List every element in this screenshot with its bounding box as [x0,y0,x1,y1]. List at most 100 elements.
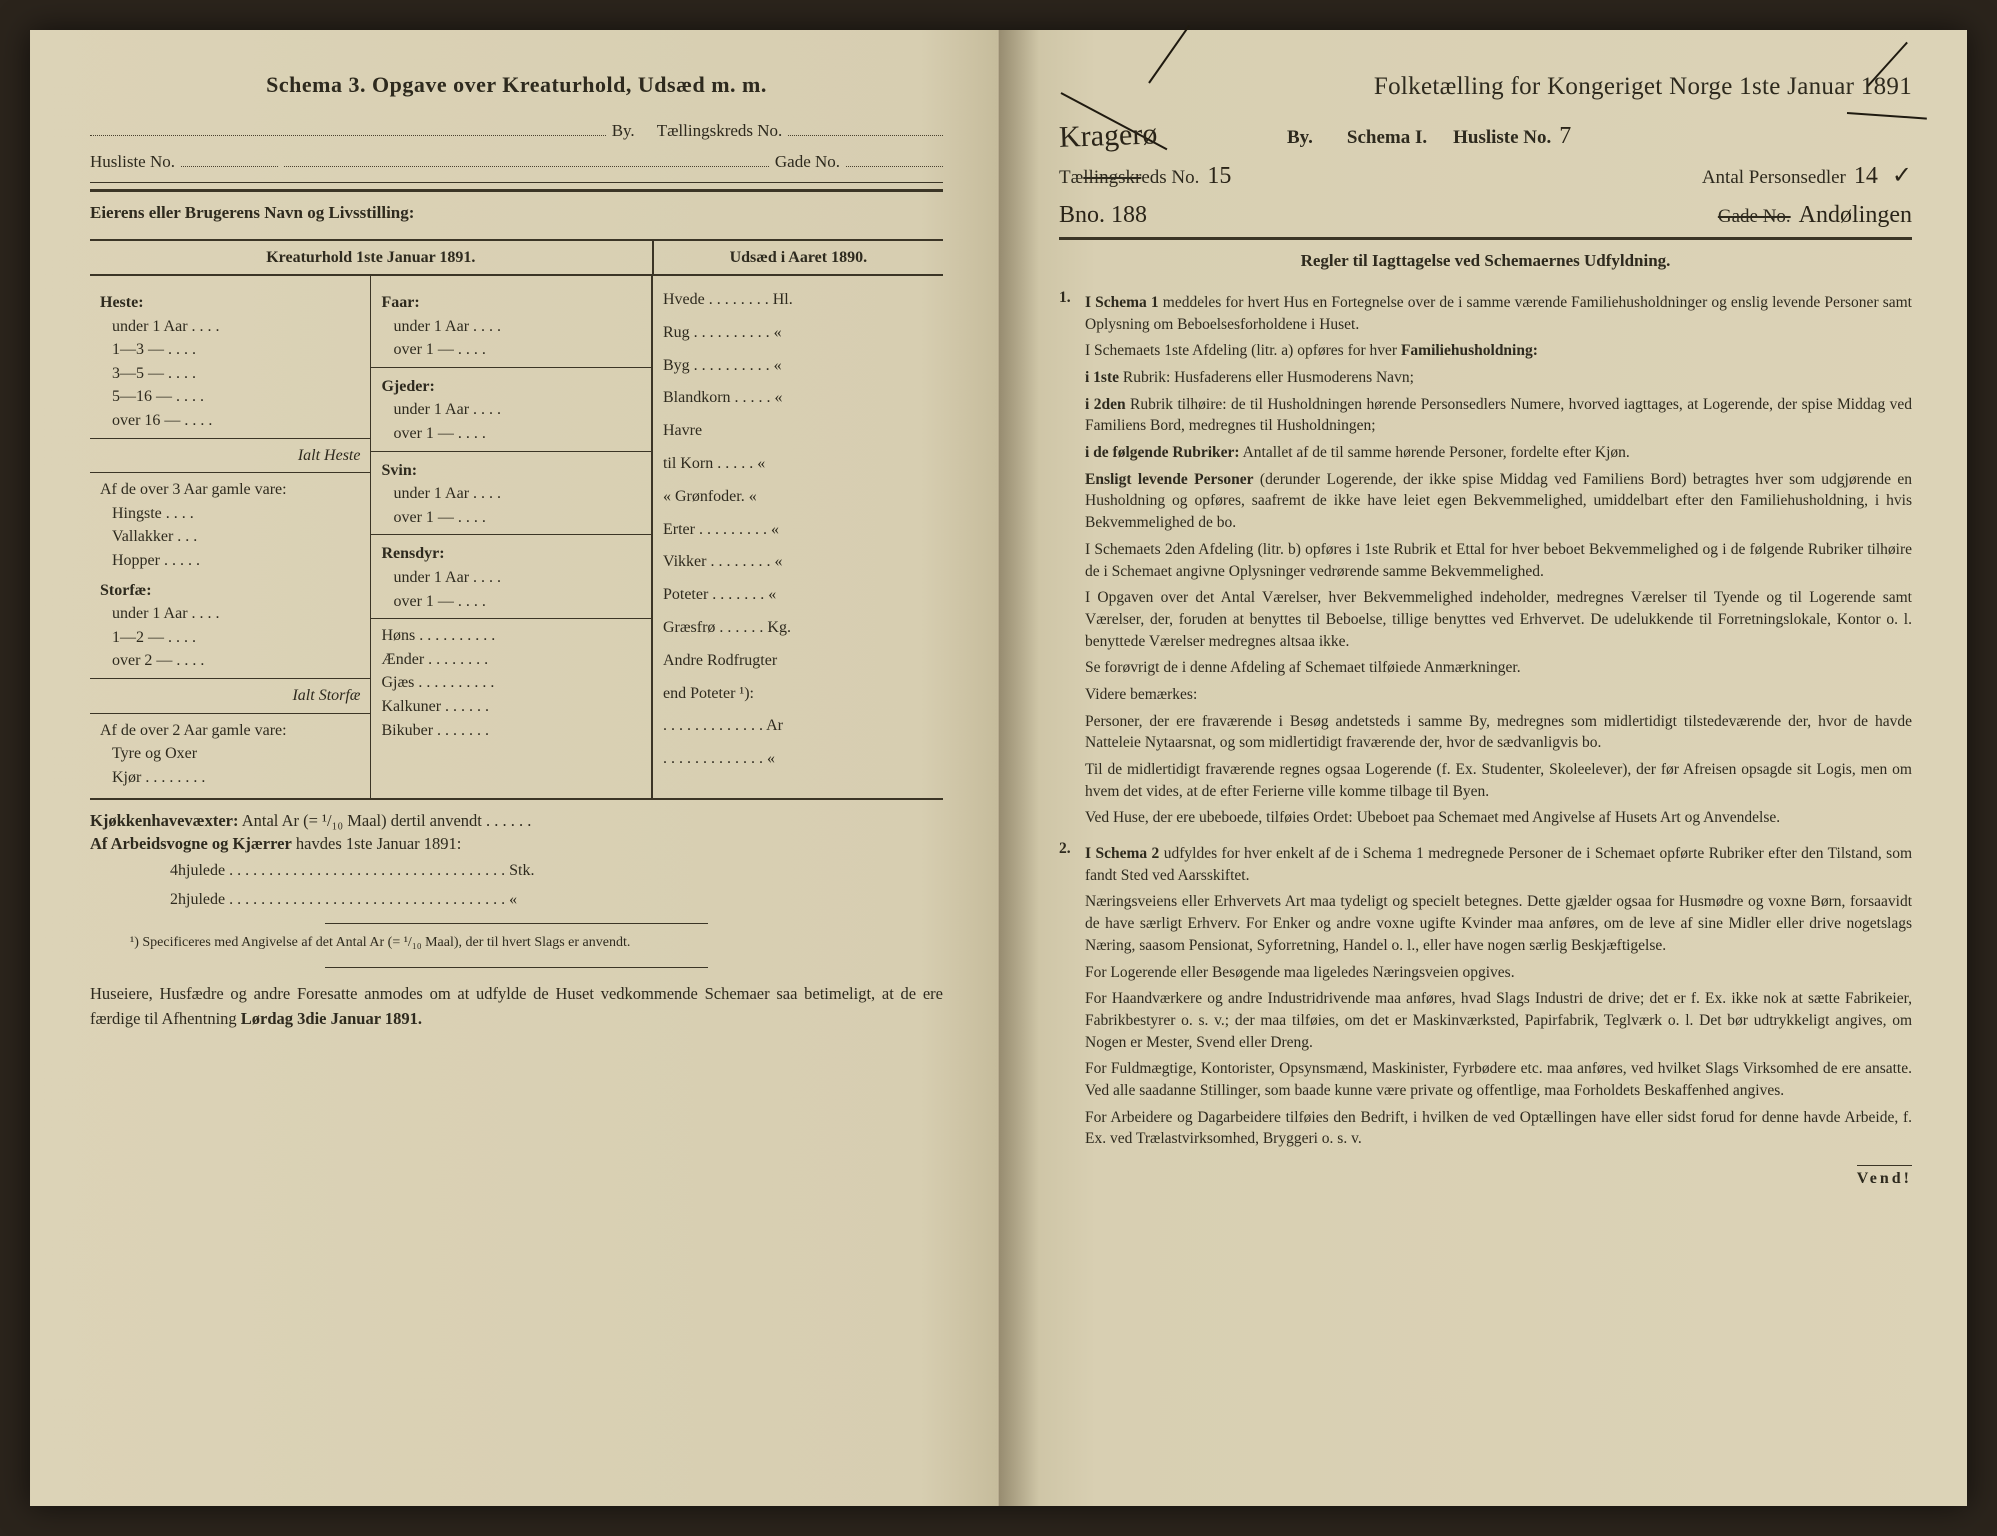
seed-row: Erter . . . . . . . . . « [663,514,933,547]
seed-row: Andre Rodfrugter [663,645,933,678]
list-item: 3—5 — . . . . [112,363,360,385]
list-item: Hingste . . . . [112,503,360,525]
p-haand: For Haandværkere og andre Industridriven… [1085,988,1912,1053]
by-label: By. [612,120,635,143]
ialt-heste: Ialt Heste [100,445,360,467]
seed-row: Græsfrø . . . . . . Kg. [663,612,933,645]
r1-body: meddeles for hvert Hus en Fortegnelse ov… [1085,294,1912,333]
by-row: By. Tællingskreds No. [90,118,943,143]
p-afd2: I Schemaets 2den Afdeling (litr. b) opfø… [1085,539,1912,582]
p-opg: I Opgaven over det Antal Værelser, hver … [1085,587,1912,652]
rule-1-number: 1. [1059,287,1077,834]
list-item: 2hjulede . . . . . . . . . . . . . . . .… [170,886,943,913]
antal-label: Antal Personsedler [1702,165,1846,191]
gjeder-heading: Gjeder: [381,376,640,398]
over2-rows: Tyre og OxerKjør . . . . . . . . [100,743,360,788]
list-item: Hopper . . . . . [112,550,360,572]
p-arb: For Arbeidere og Dagarbeidere tilføies d… [1085,1107,1912,1150]
arb-rows: 4hjulede . . . . . . . . . . . . . . . .… [90,857,943,913]
list-item: Bikuber . . . . . . . [381,720,640,742]
i1-rest: Rubrik: Husfaderens eller Husmoderens Na… [1119,369,1414,386]
bottom-date: Lørdag 3die Januar 1891. [241,1009,422,1028]
bottom-paragraph: Huseiere, Husfædre og andre Foresatte an… [90,982,943,1032]
list-item: over 1 — . . . . [393,423,640,445]
list-item: Vallakker . . . [112,526,360,548]
schema3-title: Schema 3. Opgave over Kreaturhold, Udsæd… [90,70,943,100]
storfae-heading: Storfæ: [100,580,360,602]
list-item: over 1 — . . . . [393,591,640,613]
ialt-storfae: Ialt Storfæ [100,685,360,707]
svin-rows: under 1 Aar . . . .over 1 — . . . . [381,483,640,528]
i1: i 1ste [1085,369,1119,386]
i2: i 2den [1085,396,1126,413]
list-item: under 1 Aar . . . . [393,567,640,589]
husliste-hand: 7 [1559,120,1571,152]
list-item: under 1 Aar . . . . [112,603,360,625]
list-item: 4hjulede . . . . . . . . . . . . . . . .… [170,857,943,884]
over3-rows: Hingste . . . .Vallakker . . .Hopper . .… [100,503,360,572]
taell-hand: 15 [1207,160,1231,192]
arb-label: Af Arbeidsvogne og Kjærrer [90,834,292,853]
hand-by: Kragerø [1058,110,1279,158]
seed-row: Havre [663,415,933,448]
r2-body: udfyldes for hver enkelt af de i Schema … [1085,845,1912,884]
seed-row: Blandkorn . . . . . « [663,382,933,415]
list-item: 1—2 — . . . . [112,627,360,649]
list-item: Tyre og Oxer [112,743,360,765]
list-item: under 1 Aar . . . . [393,483,640,505]
svin-heading: Svin: [381,460,640,482]
other-animals: Høns . . . . . . . . . .Ænder . . . . . … [381,625,640,741]
left-page: Schema 3. Opgave over Kreaturhold, Udsæd… [30,30,999,1506]
census-title: Folketælling for Kongeriget Norge 1ste J… [1059,70,1912,104]
seed-row: Byg . . . . . . . . . . « [663,350,933,383]
list-item: under 1 Aar . . . . [393,316,640,338]
table-head-right: Udsæd i Aaret 1890. [654,241,943,276]
kjokken-label: Kjøkkenhavevæxter: [90,811,238,830]
gade-label-r: Gade No. [1718,204,1791,230]
rule-2-number: 2. [1059,838,1077,1155]
list-item: Høns . . . . . . . . . . [381,625,640,647]
seed-row: . . . . . . . . . . . . . « [663,743,933,776]
list-item: Kjør . . . . . . . . [112,767,360,789]
husliste-label: Husliste No. [90,151,175,174]
taell-label: Tællingskreds No. [1059,165,1199,191]
p-pers: Personer, der ere fraværende i Besøg and… [1085,711,1912,754]
seed-row: Rug . . . . . . . . . . « [663,317,933,350]
p-ved: Ved Huse, der ere ubeboede, tilføies Ord… [1085,807,1912,829]
bottom-text: Huseiere, Husfædre og andre Foresatte an… [90,984,943,1028]
r2-lead: I Schema 2 [1085,845,1159,862]
i3-rest: Antallet af de til samme hørende Persone… [1240,444,1630,461]
faar-rows: under 1 Aar . . . .over 1 — . . . . [381,316,640,361]
title-year-last: 1 [1899,73,1912,100]
antal-hand: 14 [1854,160,1878,192]
seed-row: Vikker . . . . . . . . « [663,546,933,579]
livestock-col2: Faar: under 1 Aar . . . .over 1 — . . . … [371,276,652,798]
seed-row: Hvede . . . . . . . . Hl. [663,284,933,317]
footnote: ¹) Specificeres med Angivelse af det Ant… [130,934,903,953]
seed-col: Hvede . . . . . . . . Hl.Rug . . . . . .… [653,276,943,798]
p-til: Til de midlertidigt fraværende regnes og… [1085,759,1912,802]
list-item: over 1 — . . . . [393,507,640,529]
title-text: Folketælling for Kongeriget Norge 1ste J… [1374,73,1899,100]
seed-row: . . . . . . . . . . . . . Ar [663,710,933,743]
line-gade: Bno. 188 Gade No. Andølingen [1059,199,1912,231]
seed-row: Poteter . . . . . . . « [663,579,933,612]
owner-label: Eierens eller Brugerens Navn og Livsstil… [90,202,943,225]
rensdyr-rows: under 1 Aar . . . .over 1 — . . . . [381,567,640,612]
rensdyr-heading: Rensdyr: [381,543,640,565]
husliste-label-r: Husliste No. [1453,125,1551,151]
list-item: 1—3 — . . . . [112,339,360,361]
table-head-left: Kreaturhold 1ste Januar 1891. [90,241,654,276]
p-naer: Næringsveiens eller Erhvervets Art maa t… [1085,891,1912,956]
list-item: over 16 — . . . . [112,410,360,432]
rules-body: 1. I Schema 1 meddeles for hvert Hus en … [1059,287,1912,1155]
gjeder-rows: under 1 Aar . . . .over 1 — . . . . [381,399,640,444]
p-se: Se forøvrigt de i denne Afdeling af Sche… [1085,657,1912,679]
r1-a: I Schemaets 1ste Afdeling (litr. a) opfø… [1085,342,1401,359]
over3-label: Af de over 3 Aar gamle vare: [100,479,360,501]
by-label-r: By. [1287,125,1313,151]
line-by: Kragerø By. Schema I. Husliste No. 7 [1059,114,1912,155]
list-item: Gjæs . . . . . . . . . . [381,672,640,694]
heste-rows: under 1 Aar . . . .1—3 — . . . .3—5 — . … [100,316,360,432]
schema-label: Schema I. [1347,125,1427,151]
